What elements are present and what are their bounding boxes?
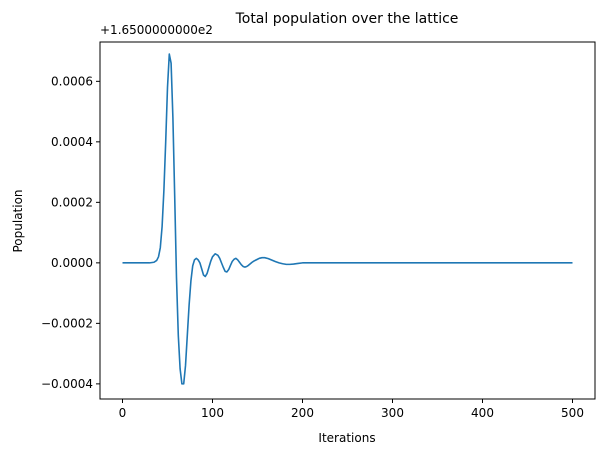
y-tick-label: 0.0002 — [51, 195, 93, 209]
plot-frame — [99, 41, 596, 400]
series-line — [122, 53, 573, 385]
series-layer — [122, 53, 573, 385]
x-tick-label: 400 — [471, 406, 494, 420]
y-offset-label: +1.6500000000e2 — [100, 23, 213, 37]
x-tick-label: 500 — [561, 406, 584, 420]
y-axis-title: Population — [11, 189, 25, 252]
x-tick-label: 0 — [119, 406, 127, 420]
y-tick-label: 0.0004 — [51, 135, 93, 149]
y-tick-label: 0.0000 — [51, 256, 93, 270]
x-tick-label: 300 — [381, 406, 404, 420]
y-tick-label: −0.0004 — [41, 377, 93, 391]
x-axis: 0 100 200 300 400 500 — [119, 399, 584, 420]
y-tick-label: −0.0002 — [41, 316, 93, 330]
chart-title: Total population over the lattice — [235, 11, 459, 27]
y-tick-label: 0.0006 — [51, 74, 93, 88]
x-tick-label: 200 — [291, 406, 314, 420]
x-axis-title: Iterations — [318, 431, 375, 445]
x-tick-label: 100 — [201, 406, 224, 420]
y-axis: −0.0004 −0.0002 0.0000 0.0002 0.0004 0.0006 — [41, 74, 100, 391]
